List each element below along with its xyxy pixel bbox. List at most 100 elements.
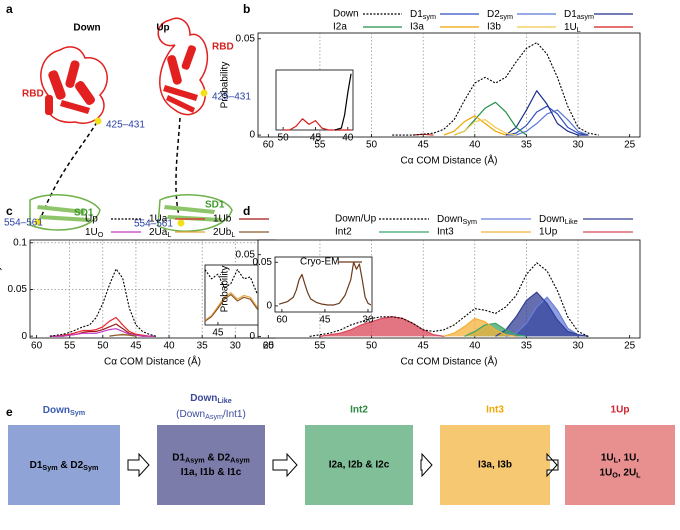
y-tick-label: 0.05: [236, 249, 256, 260]
text-segment: 1U: [601, 452, 614, 463]
subscript: Sym: [70, 408, 85, 417]
subscript: Like: [217, 396, 231, 405]
state-title: Int2: [350, 405, 368, 416]
panel-label: d: [243, 204, 250, 218]
x-tick-label: 30: [230, 341, 242, 352]
domain-label: SD1: [205, 200, 225, 211]
text-segment: 1U: [85, 227, 98, 238]
x-tick-label: 60: [263, 341, 275, 352]
linker: [175, 117, 181, 221]
x-tick-label: 55: [64, 341, 76, 352]
text-segment: Down: [539, 214, 565, 225]
panel-label: b: [243, 2, 250, 16]
subscript: O: [612, 470, 618, 479]
rbd-helices: [163, 45, 198, 113]
legend-label: Int3: [437, 227, 454, 238]
rbd-ribbon: [40, 46, 108, 124]
text-segment: & D2: [205, 452, 231, 463]
x-tick-label: 45: [418, 140, 430, 151]
y-tick-label: 0: [249, 331, 255, 342]
subscript: Asym: [230, 455, 250, 464]
series-line: [49, 328, 156, 337]
legend-label: Int2: [335, 227, 352, 238]
x-tick-label: 45: [212, 328, 224, 339]
arrow: [127, 452, 150, 478]
series-line: [505, 90, 589, 136]
y-axis-label: Probability: [0, 266, 3, 313]
site-label: 425–431: [106, 120, 145, 131]
x-tick-label: 55: [314, 140, 326, 151]
y-tick-label: 0: [21, 331, 27, 342]
text-segment: 1U: [599, 467, 612, 478]
series-line: [283, 118, 352, 131]
text-segment: D1: [172, 452, 185, 463]
y-tick-label: 0: [249, 130, 255, 141]
x-tick-label: 25: [624, 140, 636, 151]
legend-label: 2UaL: [149, 227, 171, 239]
series-line: [334, 73, 352, 131]
subscript: Like: [565, 217, 578, 226]
legend-label: I2a: [333, 22, 347, 33]
x-tick-label: 45: [130, 341, 142, 352]
series-line: [495, 291, 589, 337]
state-members: D1Asym & D2Asym: [172, 452, 250, 464]
subscript: Asym: [205, 412, 223, 421]
state-members: I1a, I1b & I1c: [181, 467, 242, 478]
subscript: Sym: [83, 463, 98, 472]
legend-label: I3b: [487, 22, 501, 33]
legend-label: Down/Up: [335, 214, 377, 225]
text-segment: D1: [564, 9, 577, 20]
panel-a: a Down RBD 425–431 554–561 SD1: [4, 2, 251, 232]
x-tick-label: 60: [31, 341, 43, 352]
y-tick-label: 0.1: [13, 237, 27, 248]
subscript: L: [636, 470, 641, 479]
state-members: 1UL, 1U,: [601, 452, 640, 464]
legend-label: Up: [85, 214, 98, 225]
subscript: Asym: [185, 455, 205, 464]
text-segment: D1: [30, 460, 43, 471]
x-tick-label: 40: [469, 140, 481, 151]
text-segment: 2Ua: [149, 227, 168, 238]
legend-label: D1asym: [564, 9, 594, 21]
sd1-ribbon: [29, 194, 101, 231]
site-label: 554–561: [134, 219, 173, 230]
state-members: D1Sym & D2Sym: [30, 460, 99, 472]
text-segment: D2: [487, 9, 500, 20]
domain-label: RBD: [212, 42, 234, 53]
series-line: [49, 268, 156, 337]
subscript: Sym: [463, 217, 477, 226]
x-tick-label: 30: [362, 315, 374, 326]
state-box: [305, 425, 413, 505]
legend-label: DownLike: [539, 214, 578, 226]
inset-chart: 60 45 30 0 0.05 Cryo-EM: [253, 256, 374, 326]
x-tick-label: 35: [521, 140, 533, 151]
x-tick-label: 40: [469, 341, 481, 352]
subscript: O: [98, 230, 104, 239]
x-tick-label: 45: [418, 341, 430, 352]
text-segment: , 1U,: [618, 452, 639, 463]
domain-label: RBD: [22, 89, 44, 100]
domain-label: SD1: [74, 208, 94, 219]
state-title: DownLike: [190, 393, 232, 405]
subscript: sym: [423, 12, 436, 21]
structure-title: Down: [73, 23, 100, 34]
text-segment: & D2: [58, 460, 84, 471]
x-tick-label: 60: [263, 140, 275, 151]
x-axis-label: Cα COM Distance (Å): [401, 355, 498, 368]
x-tick-label: 45: [319, 315, 331, 326]
x-axis-label: Cα COM Distance (Å): [104, 355, 201, 368]
text-segment: D1: [410, 9, 423, 20]
state-members: I2a, I2b & I2c: [329, 460, 390, 471]
x-tick-label: 50: [366, 341, 378, 352]
y-axis-label: Probability: [220, 62, 231, 109]
series-line: [443, 115, 506, 136]
panel-label: c: [6, 204, 13, 218]
legend-label: 2UbL: [213, 227, 235, 239]
legend-label: 1UL: [564, 22, 581, 34]
legend-label: 1Up: [539, 227, 558, 238]
y-tick-label: 0.05: [8, 284, 28, 295]
x-axis-label: Cα COM Distance (Å): [401, 154, 498, 167]
series-line: [505, 109, 589, 136]
legend-label: D2sym: [487, 9, 513, 21]
